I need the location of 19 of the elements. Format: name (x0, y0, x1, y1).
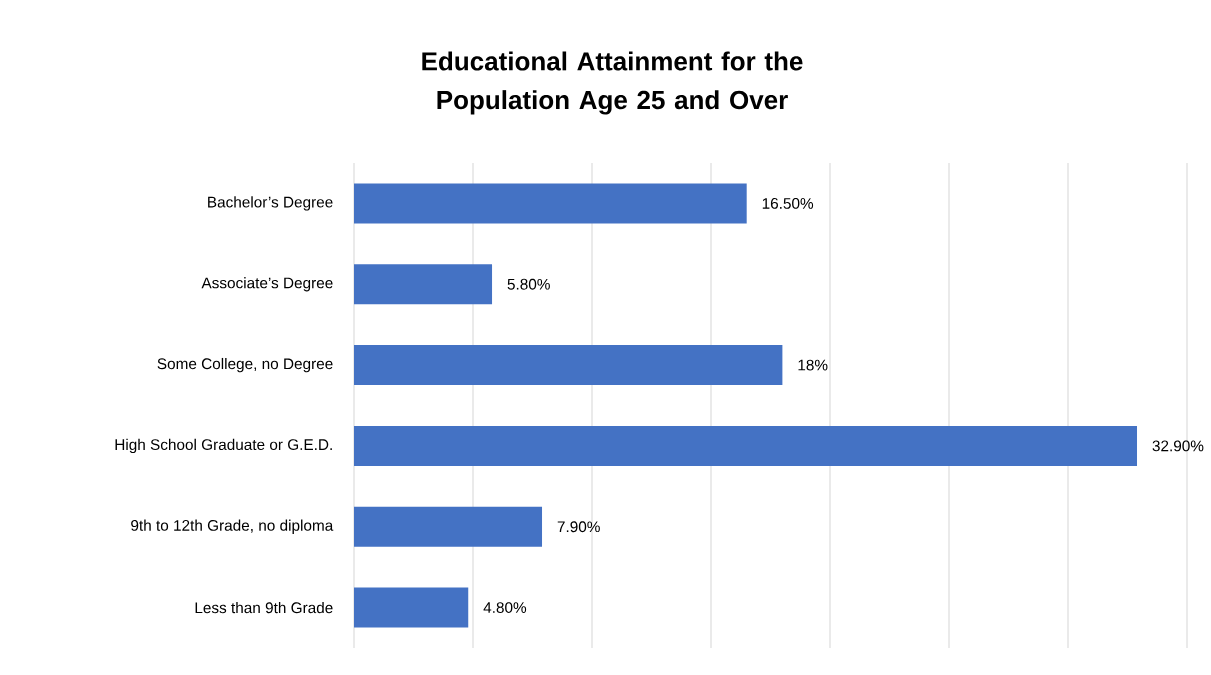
data-label: 7.90% (557, 521, 600, 533)
y-tick-label: 9th to 12th Grade, no diploma (131, 519, 334, 534)
data-label: 32.90% (1152, 440, 1204, 452)
y-tick-label: Less than 9th Grade (195, 601, 333, 614)
bar (354, 183, 747, 224)
y-tick-label: Some College, no Degree (157, 357, 333, 373)
chart-title: Educational Attainment for the Population Age 25 and Over (422, 51, 803, 115)
data-label: 16.50% (762, 197, 814, 209)
bar (354, 345, 783, 386)
bar (354, 425, 1138, 466)
y-tick-label: Bachelor’s Degree (208, 196, 333, 211)
bar (354, 264, 493, 305)
data-label: 4.80% (483, 602, 527, 613)
bar (354, 587, 469, 628)
data-label: 5.80% (507, 278, 550, 290)
y-tick-label: Associate’s Degree (201, 277, 333, 292)
bar (354, 506, 543, 547)
y-tick-label: High School Graduate or G.E.D. (115, 438, 332, 454)
data-label: 18% (798, 359, 828, 371)
